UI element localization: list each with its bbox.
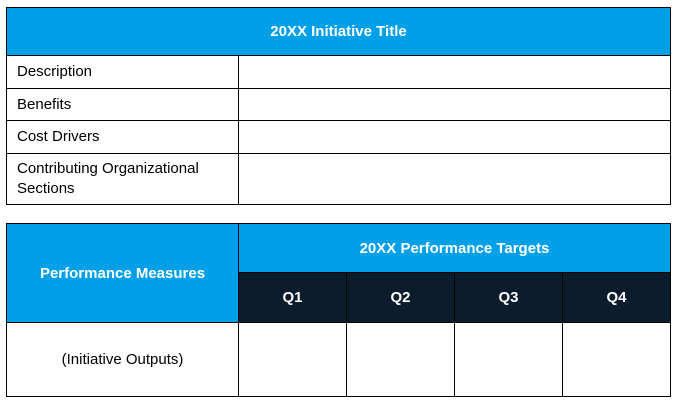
performance-table: Performance Measures 20XX Performance Ta…	[6, 223, 671, 397]
benefits-label: Benefits	[6, 88, 239, 121]
contributing-sections-label: Contributing Organizational Sections	[6, 153, 239, 205]
q1-target-cell[interactable]	[238, 322, 347, 397]
contributing-sections-value[interactable]	[237, 153, 672, 205]
quarter-header-q2: Q2	[346, 272, 455, 323]
performance-targets-header: 20XX Performance Targets	[238, 223, 671, 273]
q4-target-cell[interactable]	[562, 322, 671, 397]
quarter-header-q4: Q4	[562, 272, 671, 323]
cost-drivers-value[interactable]	[237, 120, 672, 154]
q3-target-cell[interactable]	[454, 322, 563, 397]
performance-measures-header: Performance Measures	[6, 223, 239, 323]
initiative-outputs-label: (Initiative Outputs)	[6, 322, 239, 397]
description-label: Description	[6, 55, 239, 89]
quarter-header-q1: Q1	[238, 272, 347, 323]
quarter-header-q3: Q3	[454, 272, 563, 323]
benefits-value[interactable]	[237, 88, 672, 121]
cost-drivers-label: Cost Drivers	[6, 120, 239, 154]
q2-target-cell[interactable]	[346, 322, 455, 397]
initiative-table: 20XX Initiative Title Description Benefi…	[5, 7, 672, 205]
description-value[interactable]	[237, 55, 672, 89]
initiative-title: 20XX Initiative Title	[5, 7, 672, 56]
